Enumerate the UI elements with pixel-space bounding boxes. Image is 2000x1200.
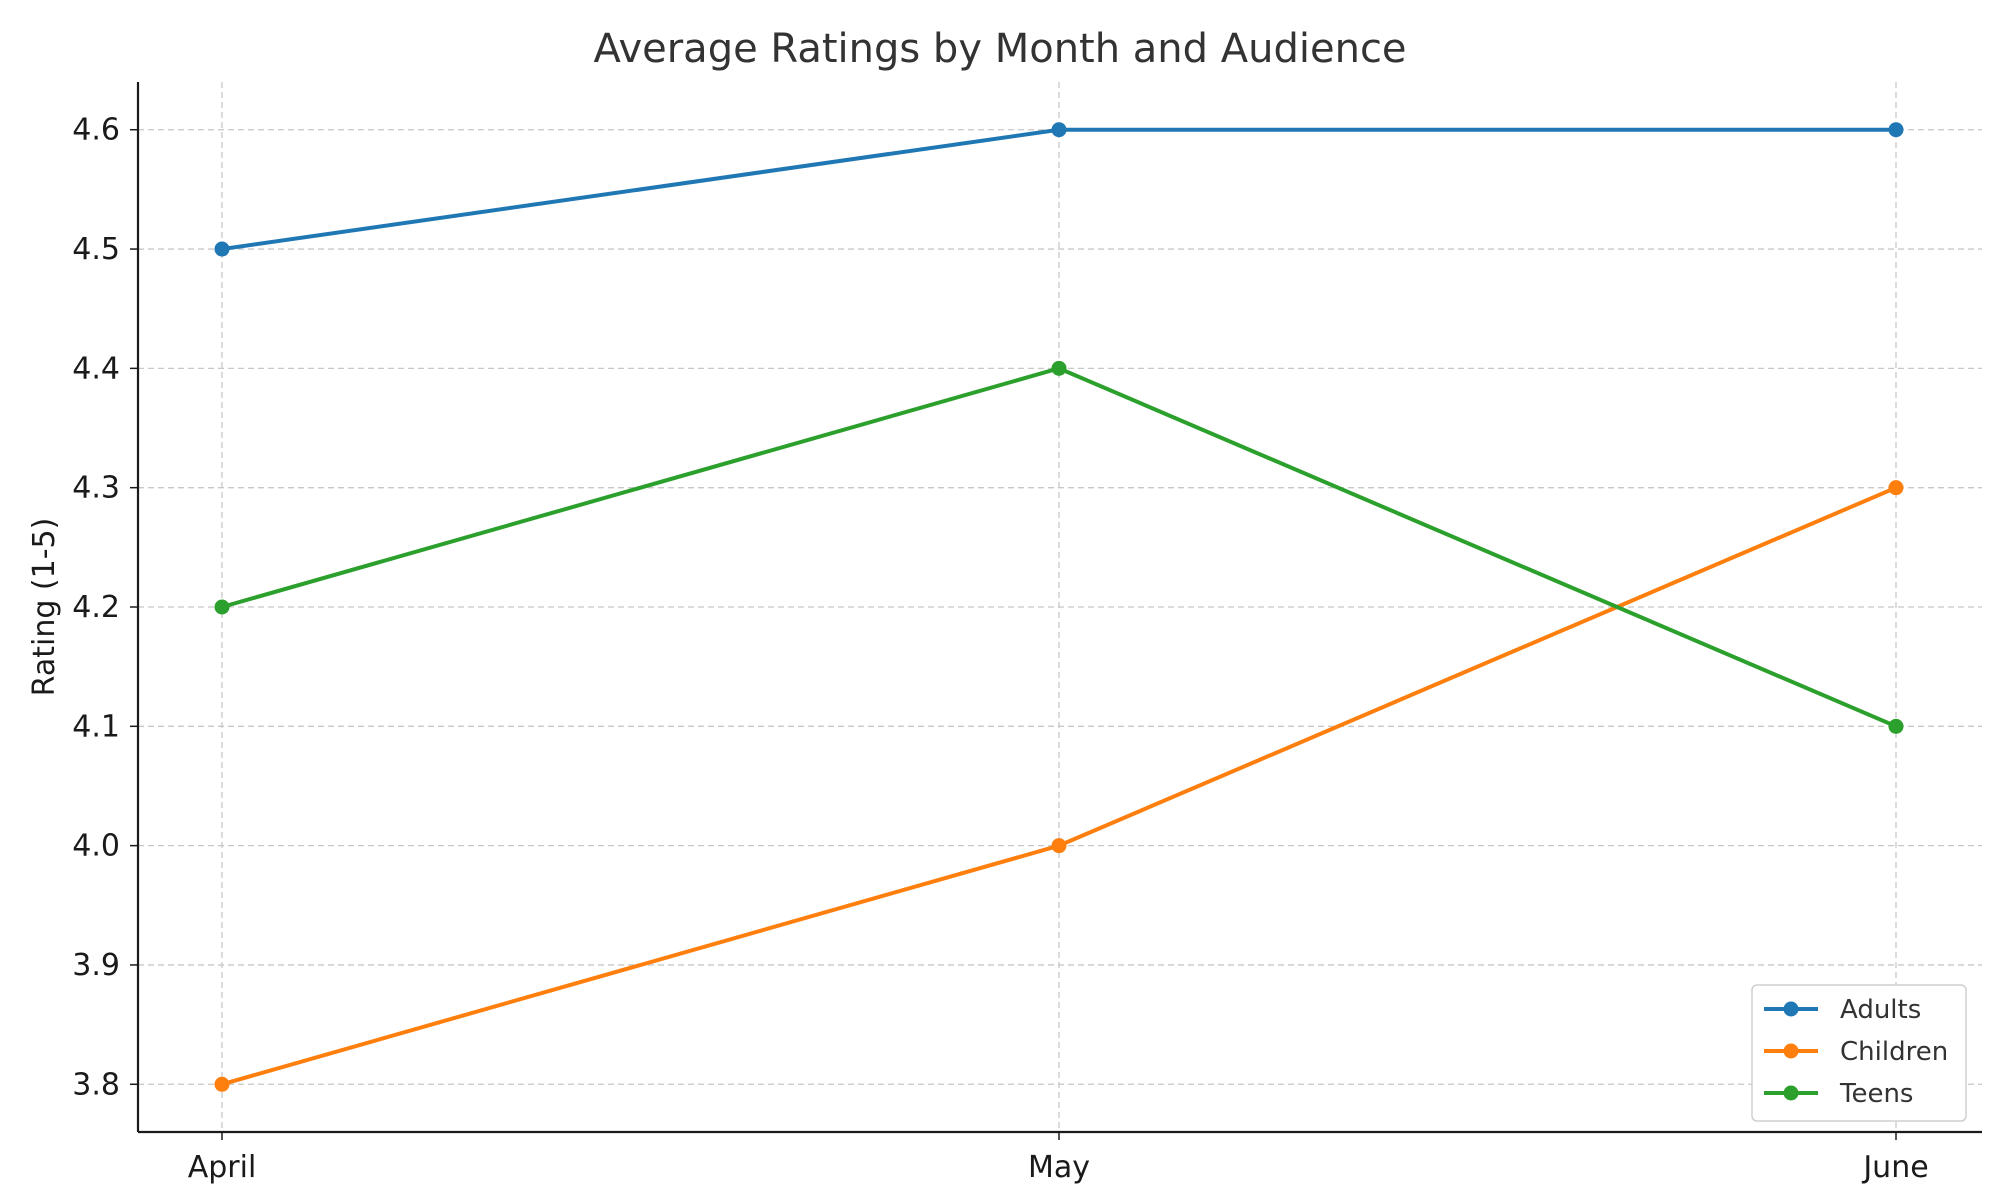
- y-axis-label: Rating (1-5): [27, 518, 62, 697]
- data-point-adults: [1888, 122, 1904, 138]
- legend-marker-teens: [1783, 1085, 1799, 1101]
- legend-frame: [1751, 984, 1967, 1122]
- grid-lines: [138, 82, 1982, 1132]
- data-point-teens: [1888, 718, 1904, 734]
- legend-label-teens: Teens: [1839, 1079, 1913, 1109]
- data-series: [214, 122, 1904, 1092]
- x-tick-label: June: [1861, 1150, 1928, 1185]
- y-tick-label: 4.2: [72, 590, 120, 625]
- y-tick-label: 4.4: [72, 351, 120, 386]
- data-point-children: [1888, 480, 1904, 496]
- tick-labels: 3.8 3.9 4.0 4.1 4.2 4.3 4.4 4.5 4.6 April May June: [72, 113, 1928, 1185]
- chart-title: Average Ratings by Month and Audience: [593, 26, 1406, 72]
- y-tick-label: 4.6: [72, 113, 120, 148]
- data-point-adults: [214, 241, 230, 257]
- legend-marker-adults: [1783, 1001, 1799, 1017]
- legend-label-adults: Adults: [1840, 995, 1921, 1025]
- legend-label-children: Children: [1840, 1037, 1948, 1067]
- legend-marker-children: [1783, 1043, 1799, 1059]
- y-tick-label: 4.0: [72, 829, 120, 864]
- data-point-children: [1051, 838, 1067, 854]
- y-tick-label: 3.9: [72, 948, 120, 983]
- x-tick-label: May: [1028, 1150, 1090, 1185]
- y-tick-label: 4.5: [72, 232, 120, 267]
- y-tick-label: 4.1: [72, 709, 120, 744]
- y-tick-label: 3.8: [72, 1067, 120, 1102]
- data-point-teens: [1051, 360, 1067, 376]
- data-point-adults: [1051, 122, 1067, 138]
- data-point-teens: [214, 599, 230, 615]
- data-point-children: [214, 1076, 230, 1092]
- y-tick-label: 4.3: [72, 471, 120, 506]
- x-tick-label: April: [188, 1150, 257, 1185]
- legend: Adults Children Teens: [1751, 984, 1967, 1122]
